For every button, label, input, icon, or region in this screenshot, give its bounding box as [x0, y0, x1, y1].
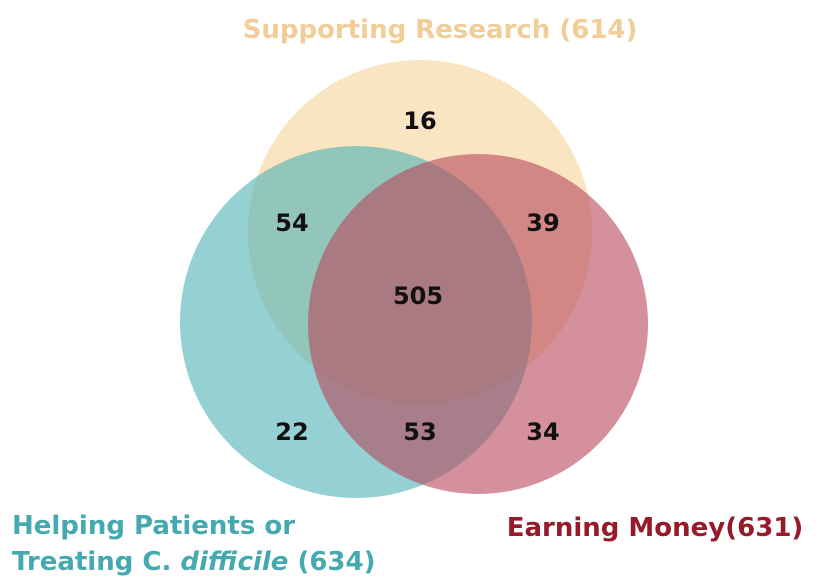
- label-segment: (634): [288, 547, 375, 577]
- label-segment: Supporting Research (614): [243, 15, 638, 45]
- set-label: Earning Money(631): [507, 513, 804, 543]
- region-count: 39: [526, 209, 559, 237]
- label-segment: difficile: [180, 547, 288, 577]
- set-label: Treating C. difficile (634): [12, 547, 375, 577]
- region-count: 505: [393, 282, 443, 310]
- set-label: Helping Patients or: [12, 511, 295, 541]
- set-circle: [308, 154, 648, 494]
- label-segment: Earning Money(631): [507, 513, 804, 543]
- region-count: 53: [403, 418, 436, 446]
- label-segment: Helping Patients or: [12, 511, 295, 541]
- region-count: 54: [275, 209, 308, 237]
- set-label: Supporting Research (614): [243, 15, 638, 45]
- label-segment: Treating C.: [12, 547, 180, 577]
- region-count: 22: [275, 418, 308, 446]
- region-count: 34: [526, 418, 559, 446]
- region-count: 16: [403, 107, 436, 135]
